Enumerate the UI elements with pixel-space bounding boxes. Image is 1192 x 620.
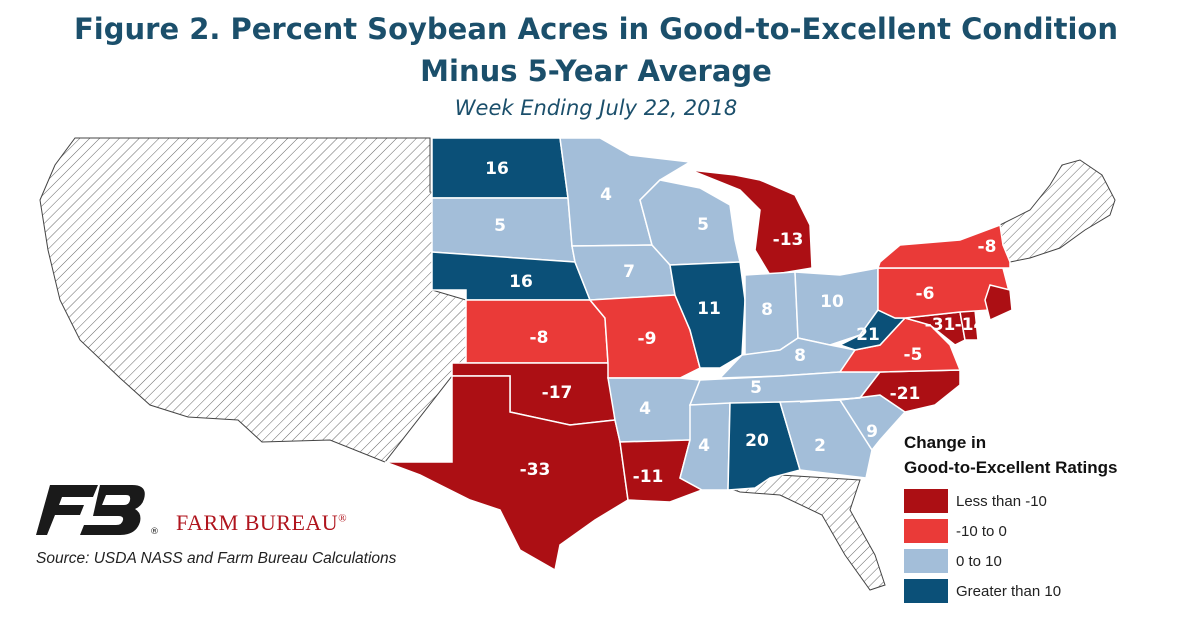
state-value-missouri: -9 bbox=[638, 329, 657, 349]
legend-swatch bbox=[904, 489, 948, 513]
legend-swatch bbox=[904, 519, 948, 543]
state-pennsylvania bbox=[877, 267, 1011, 319]
state-value-south-dakota: 5 bbox=[494, 216, 506, 236]
state-new-jersey bbox=[984, 284, 1013, 322]
state-value-mississippi: 4 bbox=[698, 436, 710, 456]
state-value-oklahoma: -17 bbox=[542, 383, 573, 403]
state-north-carolina bbox=[799, 369, 961, 413]
legend-label: Greater than 10 bbox=[956, 582, 1062, 600]
state-value-alabama: 20 bbox=[745, 431, 769, 451]
state-value-kentucky: 8 bbox=[794, 346, 806, 366]
state-value-minnesota: 4 bbox=[600, 185, 612, 205]
state-value-delaware: -14 bbox=[955, 315, 986, 335]
legend-swatch bbox=[904, 549, 948, 573]
state-value-maryland: -31 bbox=[925, 315, 956, 335]
legend-label: Less than -10 bbox=[956, 492, 1047, 510]
legend-item-less-than-neg10: Less than -10 bbox=[904, 488, 1047, 514]
state-value-georgia: 2 bbox=[814, 436, 826, 456]
state-value-pennsylvania: -6 bbox=[916, 284, 935, 304]
state-value-wisconsin: 5 bbox=[697, 215, 709, 235]
figure-subtitle: Week Ending July 22, 2018 bbox=[454, 96, 738, 120]
state-value-tennessee: 5 bbox=[750, 378, 762, 398]
state-value-texas: -33 bbox=[520, 460, 551, 480]
state-arkansas bbox=[607, 377, 701, 443]
logo-registered-mark: ® bbox=[150, 527, 159, 537]
state-value-indiana: 8 bbox=[761, 300, 773, 320]
farm-bureau-logo-icon bbox=[36, 485, 145, 535]
state-texas bbox=[384, 375, 629, 572]
legend-item-0-to-10: 0 to 10 bbox=[904, 548, 1002, 574]
legend-title-line2: Good-to-Excellent Ratings bbox=[904, 458, 1118, 477]
state-value-louisiana: -11 bbox=[633, 467, 664, 487]
legend-title: Change in Good-to-Excellent Ratings bbox=[904, 430, 1117, 480]
legend-label: -10 to 0 bbox=[956, 522, 1007, 540]
state-illinois bbox=[669, 261, 746, 369]
figure-title-line2: Minus 5-Year Average bbox=[420, 54, 772, 88]
legend-item-greater-than-10: Greater than 10 bbox=[904, 578, 1061, 604]
state-value-nebraska: 16 bbox=[509, 272, 533, 292]
state-value-iowa: 7 bbox=[623, 262, 635, 282]
no-data-florida bbox=[699, 474, 886, 591]
no-data-northeast bbox=[999, 159, 1116, 263]
state-value-new-york: -8 bbox=[978, 237, 997, 257]
state-value-illinois: 11 bbox=[697, 299, 721, 319]
legend-item-neg10-to-0: -10 to 0 bbox=[904, 518, 1007, 544]
state-value-south-carolina: 9 bbox=[866, 422, 878, 442]
state-value-north-carolina: -21 bbox=[890, 384, 921, 404]
state-value-ohio: 10 bbox=[820, 292, 844, 312]
source-note: Source: USDA NASS and Farm Bureau Calcul… bbox=[36, 550, 397, 567]
no-data-west bbox=[39, 137, 467, 463]
figure-title: Figure 2. Percent Soybean Acres in Good-… bbox=[73, 12, 1118, 46]
state-value-virginia: -5 bbox=[904, 345, 923, 365]
state-value-north-dakota: 16 bbox=[485, 159, 509, 179]
state-value-michigan: -13 bbox=[773, 230, 804, 250]
legend-label: 0 to 10 bbox=[956, 552, 1002, 570]
wordmark-text: FARM BUREAU bbox=[176, 510, 339, 535]
state-value-kansas: -8 bbox=[530, 328, 549, 348]
wordmark-reg: ® bbox=[338, 512, 348, 525]
state-value-west-virginia: 21 bbox=[856, 325, 880, 345]
legend-swatch bbox=[904, 579, 948, 603]
legend-title-line1: Change in bbox=[904, 433, 987, 452]
state-new-york bbox=[876, 223, 1011, 269]
state-michigan bbox=[689, 169, 813, 276]
state-wisconsin bbox=[639, 179, 741, 266]
state-value-arkansas: 4 bbox=[639, 399, 651, 419]
farm-bureau-wordmark: FARM BUREAU® bbox=[176, 510, 347, 536]
